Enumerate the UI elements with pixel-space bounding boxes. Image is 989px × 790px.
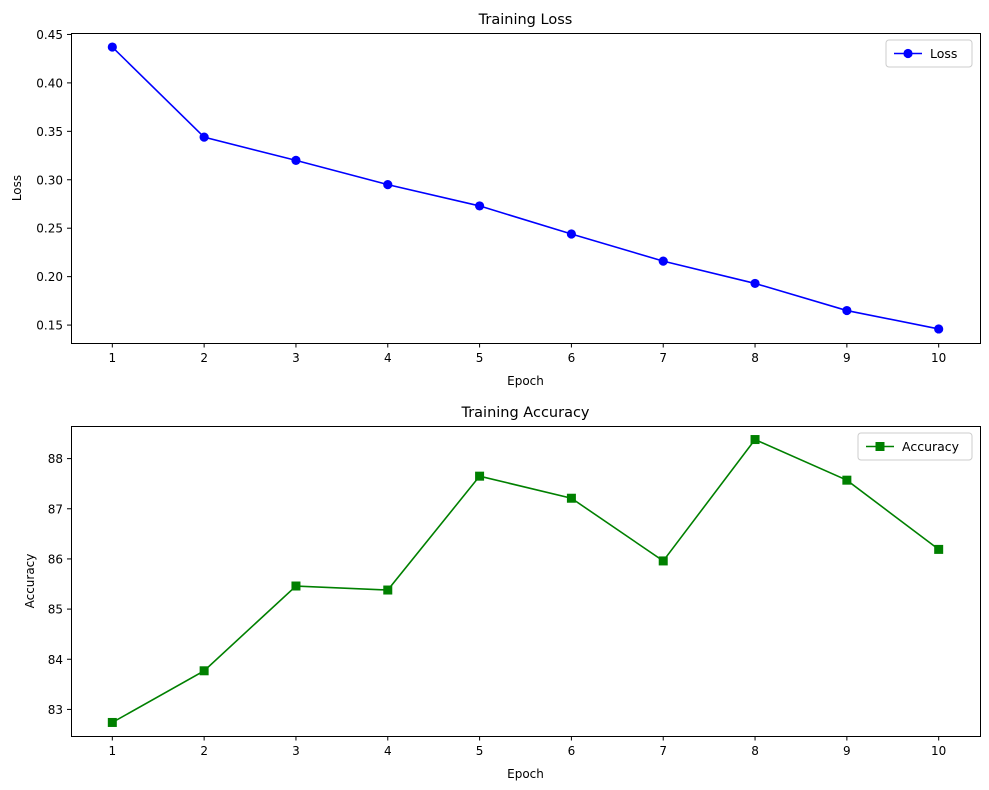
data-point bbox=[199, 132, 209, 142]
chart-title: Training Loss bbox=[478, 12, 573, 28]
legend-box bbox=[885, 39, 973, 68]
y-tick-label: 0.45 bbox=[36, 28, 63, 42]
legend-box bbox=[857, 432, 973, 461]
series-line-accuracy bbox=[111, 438, 940, 724]
y-axis-label: Loss bbox=[10, 175, 24, 201]
data-point bbox=[934, 324, 944, 334]
y-tick-label: 88 bbox=[48, 452, 63, 466]
x-tick-label: 5 bbox=[476, 351, 484, 365]
data-point bbox=[750, 278, 760, 289]
data-point bbox=[383, 180, 393, 190]
data-point bbox=[566, 229, 577, 239]
x-tick-label: 9 bbox=[843, 744, 851, 758]
y-tick-label: 0.15 bbox=[36, 319, 63, 333]
legend-marker bbox=[875, 442, 885, 451]
x-tick-label: 9 bbox=[843, 351, 851, 365]
x-tick-label: 2 bbox=[200, 351, 208, 365]
x-tick-label: 2 bbox=[200, 744, 208, 758]
data-point bbox=[107, 717, 117, 727]
x-tick-label: 7 bbox=[659, 351, 667, 365]
legend-label: Accuracy bbox=[902, 439, 960, 454]
y-axis-label: Accuracy bbox=[23, 554, 37, 609]
plot-frame bbox=[71, 33, 981, 344]
data-point bbox=[107, 42, 117, 52]
x-axis-label: Epoch bbox=[507, 767, 544, 781]
data-point bbox=[934, 544, 944, 554]
y-tick-label: 0.20 bbox=[36, 270, 63, 284]
legend: Accuracy bbox=[857, 432, 973, 461]
x-tick-label: 6 bbox=[568, 351, 576, 365]
legend-marker bbox=[903, 48, 913, 59]
chart-title: Training Accuracy bbox=[460, 405, 589, 421]
data-point bbox=[658, 556, 668, 566]
y-tick-label: 85 bbox=[48, 603, 63, 617]
data-point bbox=[842, 475, 852, 485]
subplot-1: Training Loss 1 2 3 4 5 6 7 8 9 10 0.15 0.20 0.25 0.30… bbox=[10, 12, 981, 388]
data-point bbox=[475, 471, 485, 481]
data-point bbox=[842, 305, 852, 316]
x-tick-label: 10 bbox=[931, 351, 946, 365]
data-point bbox=[291, 581, 301, 591]
x-tick-label: 8 bbox=[751, 744, 759, 758]
x-tick-label: 10 bbox=[931, 744, 946, 758]
y-tick-label: 87 bbox=[48, 502, 63, 516]
x-tick-label: 7 bbox=[659, 744, 667, 758]
x-tick-label: 8 bbox=[751, 351, 759, 365]
data-point bbox=[750, 435, 760, 445]
x-tick-label: 1 bbox=[108, 744, 116, 758]
y-tick-label: 0.35 bbox=[36, 125, 63, 139]
y-tick-label: 0.25 bbox=[36, 222, 63, 236]
data-point bbox=[291, 155, 301, 165]
x-tick-label: 4 bbox=[384, 351, 392, 365]
x-axis-label: Epoch bbox=[507, 374, 544, 388]
y-tick-label: 83 bbox=[48, 703, 63, 717]
y-tick-label: 84 bbox=[48, 653, 63, 667]
data-point bbox=[383, 585, 393, 595]
subplot-2: Training Accuracy 1 2 3 4 5 6 7 8 9 10 83 84 85 86 87 88… bbox=[23, 405, 981, 781]
x-tick-label: 1 bbox=[108, 351, 116, 365]
legend-label: Loss bbox=[930, 46, 957, 61]
y-tick-label: 0.40 bbox=[36, 76, 63, 90]
legend: Loss bbox=[885, 39, 973, 68]
x-tick-label: 3 bbox=[292, 351, 300, 365]
x-tick-label: 4 bbox=[384, 744, 392, 758]
data-point bbox=[658, 256, 668, 266]
y-tick-label: 0.30 bbox=[36, 173, 63, 187]
y-tick-label: 86 bbox=[48, 552, 63, 566]
x-tick-label: 6 bbox=[568, 744, 576, 758]
x-tick-label: 3 bbox=[292, 744, 300, 758]
data-point bbox=[199, 666, 209, 676]
data-point bbox=[474, 201, 485, 211]
plot-frame bbox=[71, 426, 981, 737]
x-tick-label: 5 bbox=[476, 744, 484, 758]
data-point bbox=[566, 493, 576, 503]
series-line-loss bbox=[111, 46, 939, 330]
